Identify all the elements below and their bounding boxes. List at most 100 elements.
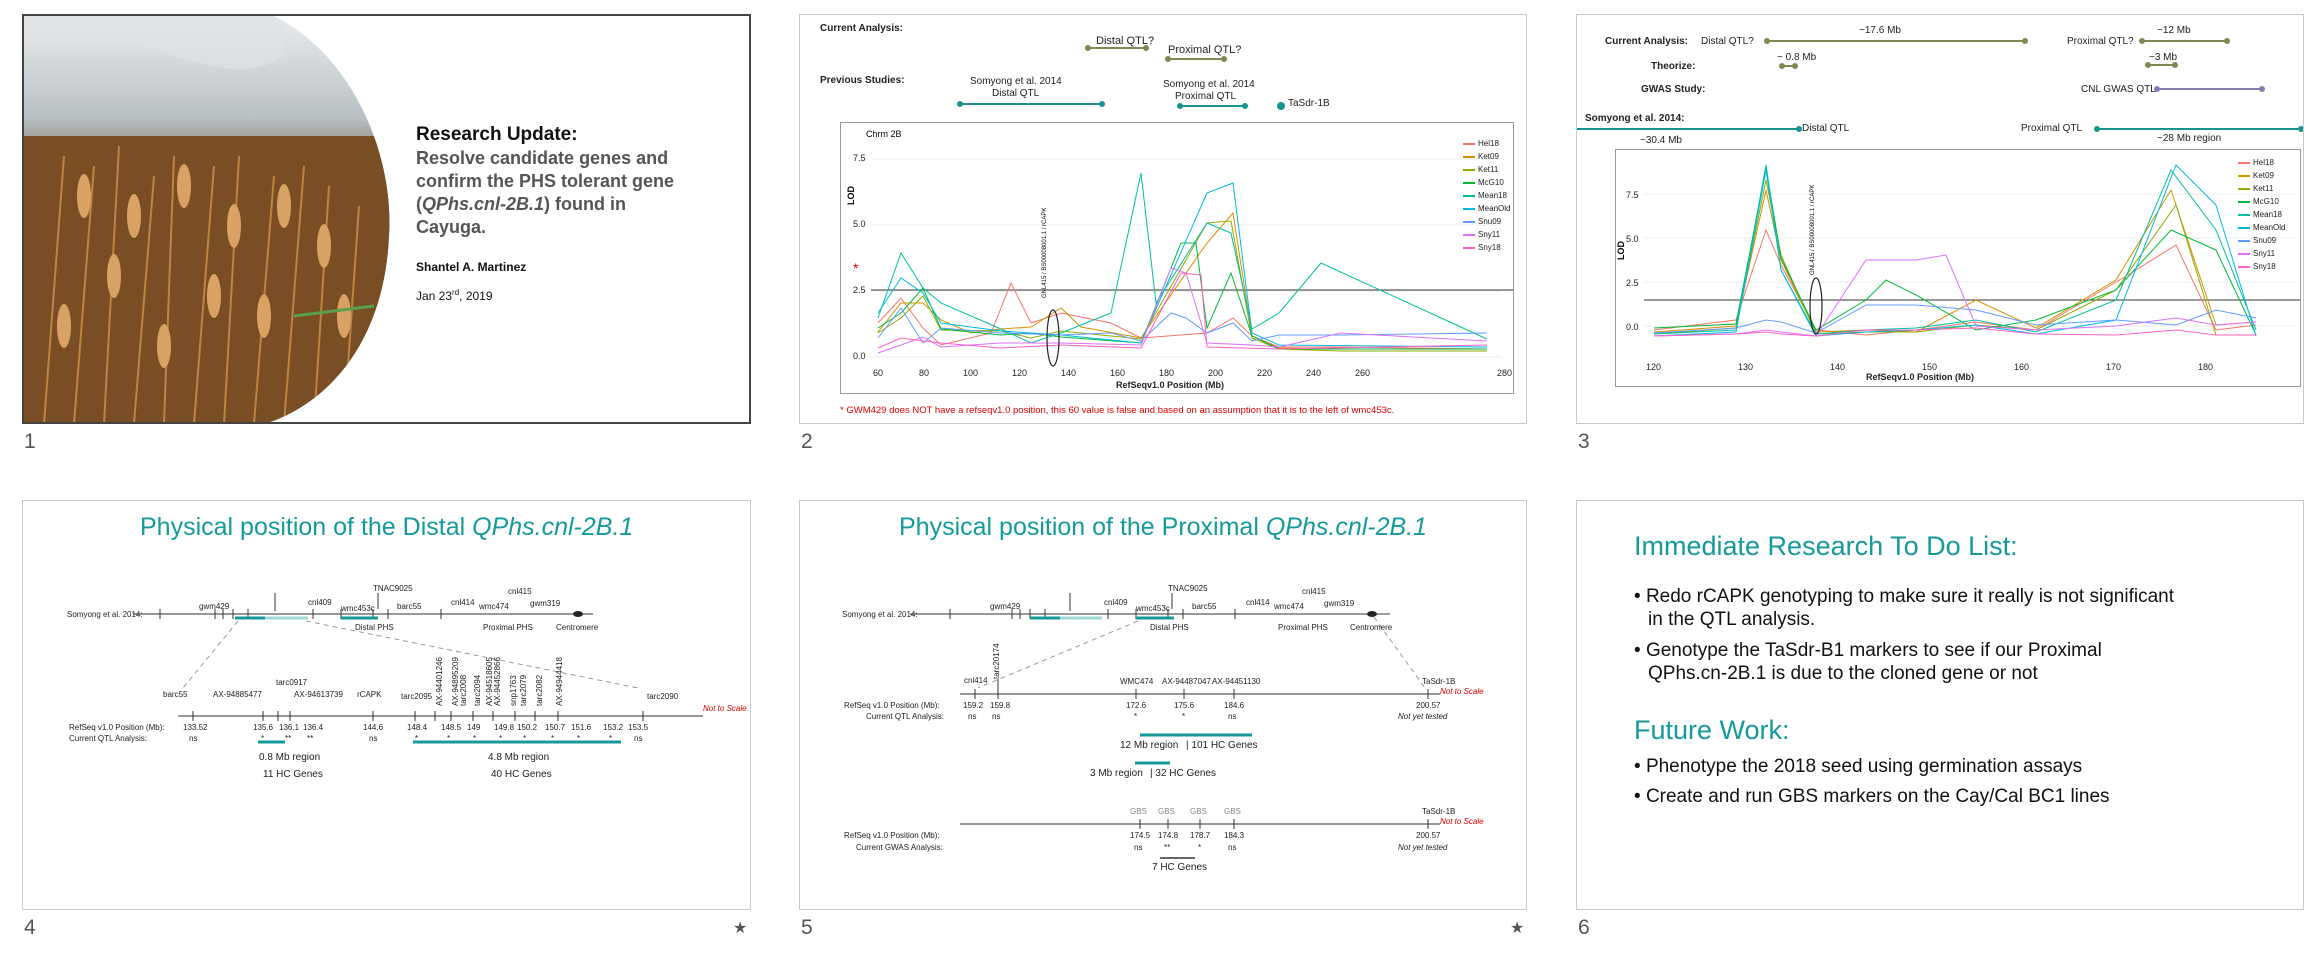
slide2-lod-chart: LOD Chrm 2B GNL415 / BS00008001.1 / rCAP…	[846, 129, 1513, 367]
ytick-75: 7.5	[853, 153, 866, 163]
s5-mid: WMC474	[1120, 677, 1154, 686]
s5-mid: AX-94451130	[1212, 677, 1261, 686]
s4-m-cnl409: cnl409	[308, 598, 332, 607]
slide1-subtitle-line1: Resolve candidate genes and	[416, 148, 669, 168]
s4-b-tarc2082: tarc2082	[535, 674, 544, 706]
s4-qtl-label: Current QTL Analysis:	[69, 734, 147, 743]
s5-m: cnl409	[1104, 598, 1128, 607]
s5-gbs-pos: 178.7	[1190, 831, 1211, 840]
legend-item: Ket11	[2253, 184, 2274, 193]
s5-qtl: *	[1134, 712, 1138, 721]
s3-current-analysis: Current Analysis:	[1605, 36, 1688, 47]
s3-distal-qtl: Distal QTL?	[1701, 36, 1754, 47]
slide1-subtitle-line3: (QPhs.cnl-2B.1) found in	[416, 194, 626, 215]
s3-xtick: 160	[2014, 362, 2030, 372]
todo-item-2-line1: • Genotype the TaSdr-B1 markers to see i…	[1634, 640, 2102, 661]
s3-ytick-75: 7.5	[1626, 190, 1639, 200]
s4-b-tarc2090: tarc2090	[647, 692, 679, 701]
s4-qtl: *	[609, 734, 613, 743]
s5-pos: 172.6	[1126, 701, 1147, 710]
slide4-transition-icon: ★	[733, 920, 748, 937]
slide-5[interactable]: Physical position of the Proximal QPhs.c…	[799, 500, 1527, 910]
s5-qtl: ns	[992, 712, 1001, 721]
s4-proximal-phs: Proximal PHS	[483, 623, 533, 632]
xtick-240: 240	[1306, 368, 1322, 378]
ytick-00: 0.0	[853, 351, 866, 361]
paren-close: ) found in	[544, 194, 627, 214]
s4-qtl: *	[415, 734, 419, 743]
slide-1[interactable]: Research Update: Resolve candidate genes…	[22, 14, 751, 424]
s4-m-gwm319: gwm319	[530, 599, 561, 608]
s5-pos: 184.6	[1224, 701, 1245, 710]
s5-gbs-pos: 200.57	[1416, 831, 1441, 840]
s4-pos: 133.52	[183, 723, 208, 732]
s4-m-wmc453c: wmc453c	[341, 604, 375, 613]
s4-centromere: Centromere	[556, 623, 599, 632]
s4-pos: 151.6	[571, 723, 592, 732]
legend-item: MeanOld	[2253, 223, 2286, 232]
todo-item-1-line2: in the QTL analysis.	[1648, 609, 1816, 630]
legend-item: Snu09	[1478, 217, 1502, 226]
s5-gwas-label: Current GWAS Analysis:	[856, 843, 943, 852]
slide-2[interactable]: Current Analysis: Distal QTL? Proximal Q…	[799, 14, 1527, 424]
s4-b-ax2: AX-94613739	[294, 690, 343, 699]
slide5-map	[910, 593, 1440, 859]
s5-m: wmc453c	[1136, 604, 1170, 613]
s5-gbs-pos: 174.5	[1130, 831, 1151, 840]
s4-qtl: *	[551, 734, 555, 743]
slide-number-6: 6	[1578, 916, 1590, 939]
s4-m-wmc474: wmc474	[479, 602, 509, 611]
slide3-legend: Hel18 Ket09 Ket11 McG10 Mean18 MeanOld S…	[2238, 156, 2285, 273]
slide-number-1: 1	[24, 430, 36, 453]
s5-genes-7: 7 HC Genes	[1152, 862, 1208, 873]
xtick-280: 280	[1497, 368, 1513, 378]
s3-ytick-00: 0.0	[1626, 322, 1639, 332]
legend-item: Sny11	[1478, 230, 1501, 239]
s5-m: wmc474	[1274, 602, 1304, 611]
s3-proximal-qtl: Proximal QTL?	[2067, 36, 2134, 47]
s5-gbs: GBS	[1130, 807, 1147, 816]
s4-qtl: ns	[634, 734, 643, 743]
s3-gwas-study: GWAS Study:	[1641, 84, 1706, 95]
slide2-marker-label: GNL415 / BS00008001.1 / rCAPK	[1042, 208, 1048, 298]
s4-somyong: Somyong et al. 2014:	[67, 610, 143, 619]
slide3-lod-plot: LOD GNL415 / BS00008001.1 / rCAPK 7.5 5.…	[1615, 149, 2301, 387]
s5-refseq-label-2: RefSeq v1.0 Position (Mb):	[844, 831, 940, 840]
s4-qtl: ns	[369, 734, 378, 743]
xtick-220: 220	[1257, 368, 1273, 378]
legend-item: Sny11	[2253, 249, 2276, 258]
legend-item: MeanOld	[1478, 204, 1511, 213]
s3-xtick: 120	[1646, 362, 1662, 372]
slide2-footnote: * GWM429 does NOT have a refseqv1.0 posi…	[840, 405, 1395, 416]
s5-not-tested-2: Not yet tested	[1398, 843, 1448, 852]
s5-pos: 159.2	[963, 701, 984, 710]
s5-mid: cnl414	[964, 676, 988, 685]
legend-item: Mean18	[2253, 210, 2282, 219]
todo-item-1-line1: • Redo rCAPK genotyping to make sure it …	[1634, 586, 2174, 607]
proximal-qtl-label: Proximal QTL?	[1168, 44, 1242, 56]
slide3-xlabel: RefSeqv1.0 Position (Mb)	[1866, 372, 1975, 382]
s3-somyong: Somyong et al. 2014:	[1585, 113, 1685, 124]
slide3-ylabel: LOD	[1616, 241, 1626, 260]
s5-genes-32: | 32 HC Genes	[1150, 768, 1216, 779]
s4-b-snp1763: snp1763	[509, 675, 518, 706]
s5-m: TNAC9025	[1168, 584, 1208, 593]
s4-b-barc55: barc55	[163, 690, 188, 699]
s4-b-ax6: AX-94452866	[493, 657, 502, 706]
slide-6[interactable]: Immediate Research To Do List: • Redo rC…	[1576, 500, 2304, 910]
s5-pos: 200.57	[1416, 701, 1441, 710]
s3-distal-qtl2: Distal QTL	[1802, 123, 1850, 134]
title-plain: Physical position of the Proximal	[899, 513, 1266, 541]
slide-4[interactable]: Physical position of the Distal QPhs.cnl…	[22, 500, 751, 910]
todo-item-2: • Genotype the TaSdr-B1 markers to see i…	[1634, 639, 2102, 685]
title-italic: QPhs.cnl-2B.1	[472, 513, 634, 541]
s3-span-12: ~12 Mb	[2157, 25, 2191, 36]
s3-theorize: Theorize:	[1651, 61, 1696, 72]
slide-3[interactable]: Current Analysis: Distal QTL? ~17.6 Mb P…	[1576, 14, 2304, 424]
s5-pos: 159.8	[990, 701, 1011, 710]
slide2-ylabel: LOD	[846, 186, 856, 205]
s5-region-12: 12 Mb region	[1120, 740, 1179, 751]
s4-pos: 153.5	[628, 723, 649, 732]
xtick-60: 60	[873, 368, 884, 378]
legend-item: Hel18	[2253, 158, 2274, 167]
